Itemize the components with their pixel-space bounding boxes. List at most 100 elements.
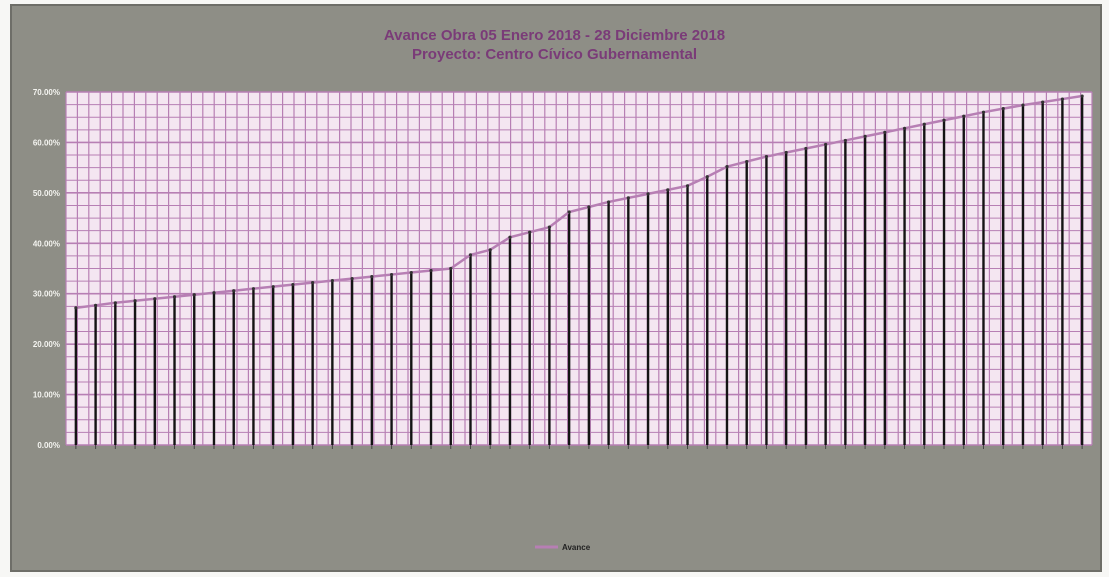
data-point <box>981 110 986 114</box>
data-point <box>133 299 137 303</box>
data-point <box>468 253 473 257</box>
data-point <box>824 142 828 147</box>
grid-layer <box>65 91 1093 446</box>
y-tick-label: 50.00% <box>33 189 60 198</box>
data-point <box>764 154 769 159</box>
bar <box>94 306 97 445</box>
bar <box>706 177 709 445</box>
y-tick-label: 60.00% <box>33 138 60 147</box>
bar <box>153 299 156 445</box>
data-point <box>153 297 157 301</box>
bar <box>883 133 887 445</box>
data-point <box>666 188 670 192</box>
data-point <box>646 192 650 196</box>
data-point <box>232 289 236 293</box>
data-point <box>93 303 98 307</box>
data-point <box>922 122 926 126</box>
y-tick-label: 30.00% <box>33 290 60 299</box>
legend: Avance <box>535 543 591 552</box>
bar <box>646 194 650 445</box>
data-point <box>547 225 552 229</box>
data-point <box>330 279 334 283</box>
bar <box>429 271 433 445</box>
bar <box>784 153 788 445</box>
chart-title: Avance Obra 05 Enero 2018 - 28 Diciembre… <box>383 27 726 44</box>
bar <box>982 113 985 446</box>
data-point <box>528 230 532 234</box>
bars-layer <box>74 97 1084 446</box>
data-point <box>863 134 867 138</box>
data-point <box>172 295 177 299</box>
data-point <box>251 287 256 291</box>
data-point <box>192 293 196 297</box>
chart-title-block: Avance Obra 05 Enero 2018 - 28 Diciembre… <box>0 26 1109 64</box>
bar <box>133 301 137 445</box>
bar <box>923 125 926 445</box>
data-point <box>449 266 453 271</box>
bar <box>725 167 729 445</box>
bar <box>804 149 808 445</box>
data-point <box>962 114 966 118</box>
y-axis: 0.00% 10.00% 20.00% 30.00% 40.00% 50.00% 60.00… <box>33 88 60 450</box>
y-tick-label: 0.00% <box>37 441 60 450</box>
x-axis <box>75 445 1083 449</box>
bar <box>824 145 827 445</box>
bar <box>410 273 413 445</box>
bar <box>962 117 965 445</box>
bar <box>627 198 630 445</box>
bar <box>1002 109 1005 446</box>
data-point <box>508 235 512 239</box>
bar <box>528 233 531 445</box>
data-point <box>705 175 709 179</box>
data-point <box>1021 103 1025 107</box>
bar <box>331 281 334 445</box>
bar <box>607 202 610 445</box>
data-point <box>942 118 946 122</box>
bar <box>1041 103 1044 445</box>
bar <box>1021 106 1025 446</box>
data-point <box>883 130 887 134</box>
bar <box>844 141 847 446</box>
bar <box>1080 97 1084 446</box>
data-point <box>370 274 374 279</box>
data-point <box>389 272 394 277</box>
data-point <box>212 291 216 295</box>
series-line <box>75 94 1083 310</box>
data-point <box>271 285 275 289</box>
bar <box>469 255 472 445</box>
data-point <box>567 210 571 214</box>
bar <box>74 308 78 445</box>
bar <box>863 137 867 445</box>
y-tick-label: 70.00% <box>33 88 60 97</box>
bar <box>252 289 255 445</box>
data-point <box>74 306 78 310</box>
data-point <box>291 283 295 287</box>
bar <box>942 121 946 446</box>
data-point <box>311 281 315 285</box>
data-point <box>804 146 808 151</box>
bar <box>508 238 512 445</box>
bar <box>390 275 393 445</box>
bar <box>311 283 314 445</box>
line-layer <box>74 94 1084 310</box>
chart-subtitle: Proyecto: Centro Cívico Gubernamental <box>411 46 698 63</box>
bar <box>449 269 452 445</box>
data-point <box>725 165 729 169</box>
bar <box>114 303 117 445</box>
bar <box>1061 100 1064 445</box>
data-point <box>1001 107 1005 111</box>
data-point <box>113 301 117 305</box>
data-point <box>1080 94 1084 98</box>
bar <box>212 293 216 445</box>
bar <box>903 129 906 445</box>
bar <box>548 228 551 445</box>
bar <box>666 190 669 445</box>
bar <box>173 297 176 445</box>
bar <box>489 250 492 445</box>
data-point <box>409 270 413 275</box>
data-point <box>1060 97 1065 101</box>
data-point <box>488 248 492 252</box>
y-tick-label: 10.00% <box>33 391 60 400</box>
bar <box>291 285 295 445</box>
